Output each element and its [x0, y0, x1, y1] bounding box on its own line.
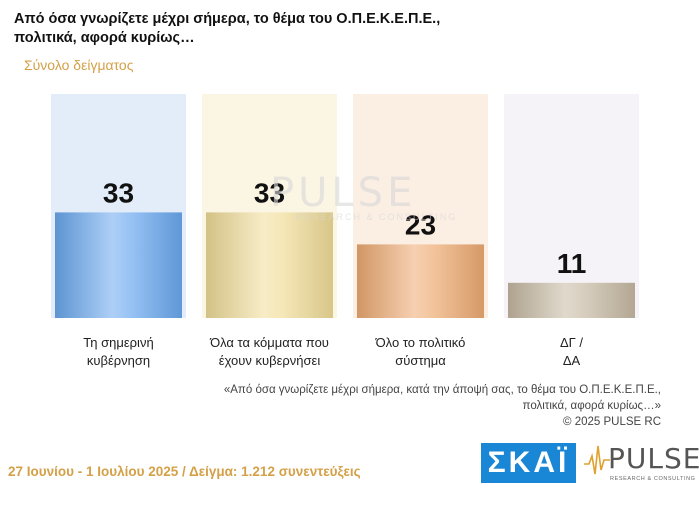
survey-footer: 27 Ιουνίου - 1 Ιουλίου 2025 / Δείγμα: 1.… — [8, 464, 361, 479]
watermark: PULSE RESEARCH & CONSULTING — [270, 170, 457, 222]
bar — [357, 244, 484, 318]
pulse-wave-icon — [584, 445, 610, 475]
pulse-logo: PULSE RESEARCH & CONSULTING — [584, 440, 699, 490]
bar-value-label: 23 — [405, 209, 436, 240]
category-label: σύστημα — [395, 353, 446, 368]
category-label: ΔΓ / — [560, 335, 583, 350]
category-label: Τη σημερινή — [83, 335, 153, 350]
watermark-sub: RESEARCH & CONSULTING — [296, 212, 458, 222]
category-label: Όλα τα κόμματα που — [209, 335, 329, 350]
pulse-logo-sub: RESEARCH & CONSULTING — [610, 476, 696, 482]
category-label: ΔΑ — [563, 353, 581, 368]
bar — [508, 282, 635, 318]
bar-background — [504, 94, 639, 318]
question-note: «Από όσα γνωρίζετε μέχρι σήμερα, κατά τη… — [141, 382, 661, 430]
pulse-logo-name: PULSE — [608, 442, 699, 475]
note-line-2: πολιτικά, αφορά κυρίως…» — [522, 400, 661, 412]
chart-subtitle: Σύνολο δείγματος — [24, 57, 134, 73]
bar-value-label: 11 — [557, 248, 587, 279]
watermark-name: PULSE — [270, 170, 417, 216]
category-label: Όλο το πολιτικό — [375, 335, 466, 350]
bar-chart: 33 Τη σημερινή κυβέρνηση 33 Όλα τα κόμματα π… — [51, 94, 639, 368]
category-label: κυβέρνηση — [87, 353, 150, 368]
category-label: έχουν κυβερνήσει — [219, 353, 321, 368]
bar-value-label: 33 — [254, 177, 285, 208]
bar — [55, 212, 182, 318]
note-copyright: © 2025 PULSE RC — [563, 416, 661, 428]
note-line-1: «Από όσα γνωρίζετε μέχρι σήμερα, κατά τη… — [223, 384, 661, 396]
skai-logo: ΣΚΑΪ — [481, 443, 576, 483]
bar-value-label: 33 — [103, 177, 134, 208]
chart-title: Από όσα γνωρίζετε μέχρι σήμερα, το θέμα … — [14, 11, 441, 46]
bar — [206, 212, 333, 318]
